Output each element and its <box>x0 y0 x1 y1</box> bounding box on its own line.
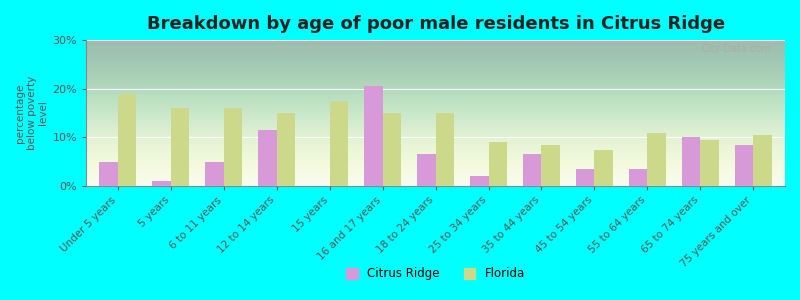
Text: City-Data.com: City-Data.com <box>702 44 771 55</box>
Bar <box>118 94 137 186</box>
Bar <box>734 145 754 186</box>
Bar <box>700 140 719 186</box>
Bar <box>99 162 118 186</box>
Bar <box>542 145 560 186</box>
Bar <box>382 113 401 186</box>
Bar <box>277 113 295 186</box>
Bar <box>206 162 224 186</box>
Bar <box>629 169 647 186</box>
Bar <box>417 154 435 186</box>
Legend: Citrus Ridge, Florida: Citrus Ridge, Florida <box>342 263 530 285</box>
Bar <box>682 137 700 186</box>
Y-axis label: percentage
below poverty
level: percentage below poverty level <box>15 76 48 150</box>
Bar <box>171 108 190 186</box>
Bar <box>489 142 507 186</box>
Bar <box>754 135 772 186</box>
Bar <box>647 133 666 186</box>
Bar <box>523 154 542 186</box>
Bar <box>224 108 242 186</box>
Bar <box>330 101 348 186</box>
Bar <box>258 130 277 186</box>
Bar <box>594 149 613 186</box>
Bar <box>364 86 382 186</box>
Bar <box>470 176 489 186</box>
Title: Breakdown by age of poor male residents in Citrus Ridge: Breakdown by age of poor male residents … <box>146 15 725 33</box>
Bar <box>152 181 171 186</box>
Bar <box>576 169 594 186</box>
Bar <box>435 113 454 186</box>
